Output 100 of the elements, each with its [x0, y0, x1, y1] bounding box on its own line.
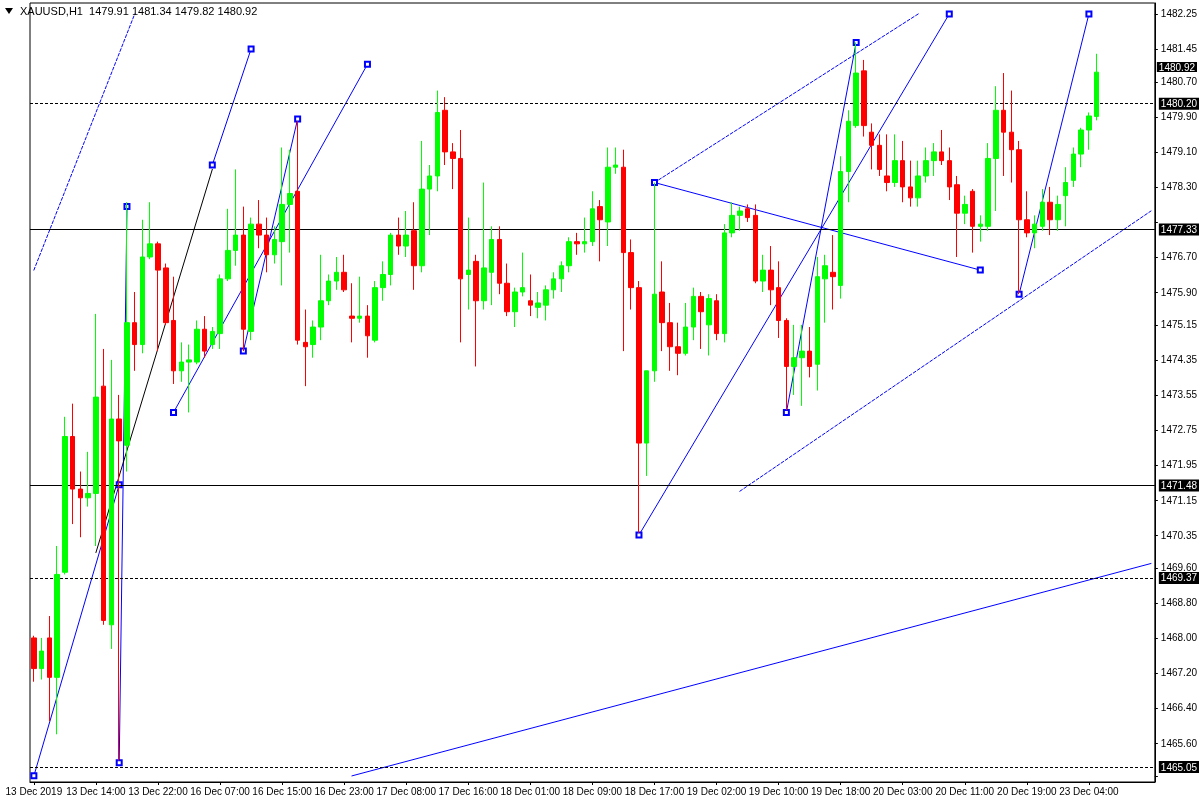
candlestick [590, 190, 595, 247]
candlestick [729, 201, 735, 238]
candlestick [954, 175, 960, 258]
candlestick [403, 210, 409, 258]
candlestick [1009, 90, 1014, 184]
candlestick [566, 236, 572, 273]
text: 1480.92 [1158, 61, 1196, 73]
candlestick [357, 276, 362, 324]
y-tick-label: 1480.70 [1160, 76, 1198, 88]
candlestick [791, 324, 797, 396]
candlestick [551, 271, 556, 300]
candlestick [683, 302, 688, 356]
candlestick [915, 160, 921, 208]
candlestick [962, 195, 968, 225]
candlestick [442, 96, 448, 166]
y-tick-label: 1470.35 [1160, 529, 1198, 541]
candlestick [217, 273, 223, 350]
candlestick [737, 206, 743, 232]
candlestick [1063, 166, 1068, 227]
x-tick-label: 18 Dec 17:00 [624, 785, 685, 797]
candlestick [225, 208, 231, 282]
candlestick [489, 225, 494, 306]
candlestick [497, 225, 502, 295]
x-tick-label: 19 Dec 10:00 [748, 785, 809, 797]
candlestick [807, 326, 812, 378]
y-tick-label: 1472.75 [1160, 424, 1198, 436]
candlestick [54, 545, 60, 735]
candlestick [194, 319, 200, 365]
x-tick-label: 13 Dec 14:00 [66, 785, 127, 797]
candlestick [210, 326, 215, 350]
candlestick [1016, 140, 1022, 295]
x-tick-label: 20 Dec 19:00 [997, 785, 1058, 797]
candlestick [411, 201, 417, 291]
candlestick [1078, 127, 1084, 168]
candlestick [303, 309, 308, 387]
candlestick [815, 256, 820, 392]
candlestick [753, 203, 758, 284]
candlestick [241, 206, 246, 352]
point [650, 179, 658, 187]
point [30, 772, 38, 780]
x-tick-label: 16 Dec 23:00 [314, 785, 375, 797]
x-tick-label: 20 Dec 03:00 [872, 785, 933, 797]
candlestick [760, 254, 766, 293]
candlestick [233, 168, 238, 267]
candlestick [39, 637, 44, 681]
candlestick [62, 416, 68, 575]
candlestick [698, 291, 704, 350]
candlestick [978, 214, 983, 243]
x-tick-label: 16 Dec 07:00 [190, 785, 251, 797]
candlestick [78, 471, 83, 538]
candlestick [543, 284, 549, 321]
candlestick [512, 287, 518, 328]
candlestick [776, 260, 781, 339]
y-tick-label: 1475.15 [1160, 319, 1198, 331]
candlestick [745, 203, 750, 223]
candlestick [481, 182, 487, 311]
candlestick [466, 217, 471, 311]
candlestick [691, 287, 696, 341]
x-tick-label: 19 Dec 02:00 [686, 785, 747, 797]
candlestick [101, 348, 106, 626]
candlestick [768, 245, 774, 306]
y-tick-label: 1478.30 [1160, 181, 1198, 193]
point [247, 45, 255, 53]
candlestick [528, 273, 533, 317]
point [1085, 10, 1093, 18]
ref-line-label: 1480.20 [1160, 98, 1198, 110]
candlestick [799, 324, 805, 407]
candlestick [93, 313, 99, 547]
candlestick [908, 160, 913, 208]
candlestick [504, 263, 510, 317]
candlestick [714, 293, 719, 341]
candlestick [621, 149, 626, 352]
candlestick [31, 635, 37, 683]
candlestick [458, 129, 463, 343]
x-tick-label: 16 Dec 15:00 [252, 785, 313, 797]
candlestick [706, 293, 712, 356]
y-tick-label: 1474.35 [1160, 354, 1198, 366]
candlestick [450, 142, 456, 190]
candlestick [931, 142, 937, 177]
x-tick-label: 20 Dec 11:00 [935, 785, 995, 797]
candlestick [155, 241, 161, 352]
ref-line-label: 1469.37 [1160, 572, 1198, 584]
y-tick-label: 1469.60 [1160, 562, 1198, 574]
candlestick [419, 140, 425, 273]
candlestick [341, 254, 347, 293]
y-tick-label: 1471.15 [1160, 494, 1198, 506]
point [115, 759, 123, 767]
candlestick [582, 217, 587, 254]
candlestick [822, 254, 828, 324]
y-tick-label: 1481.45 [1160, 43, 1198, 55]
candlestick [838, 155, 843, 300]
y-tick-label: 1467.20 [1160, 667, 1198, 679]
candlestick [372, 280, 378, 343]
candlestick [171, 276, 176, 385]
ref-line-label: 1471.48 [1160, 480, 1198, 492]
point [782, 408, 790, 416]
candlestick [993, 85, 999, 212]
candlestick [675, 322, 681, 376]
candlestick [147, 201, 153, 260]
candlestick [900, 140, 905, 203]
